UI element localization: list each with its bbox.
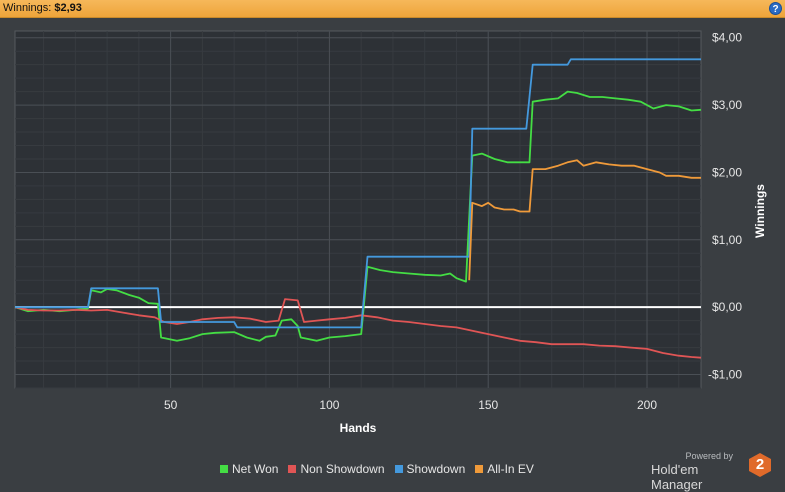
- help-icon[interactable]: ?: [769, 2, 782, 15]
- legend-swatch-icon: [220, 465, 228, 473]
- legend-item[interactable]: Non Showdown: [288, 462, 385, 476]
- x-axis-ticks: 50 100 150 200: [164, 398, 657, 412]
- legend-item[interactable]: Net Won: [220, 462, 278, 476]
- y-tick-label: $0,00: [712, 300, 742, 314]
- x-tick-label: 50: [164, 398, 178, 412]
- plot-background: [14, 30, 702, 389]
- series-layer: [14, 58, 702, 359]
- legend-label: Showdown: [406, 462, 466, 476]
- legend-swatch-icon: [394, 465, 403, 473]
- x-tick-label: 150: [478, 398, 498, 412]
- y-tick-label: -$1,00: [708, 368, 742, 382]
- brand-name: Hold'em Manager: [651, 462, 703, 492]
- x-tick-label: 200: [637, 398, 657, 412]
- x-tick-label: 100: [319, 398, 339, 412]
- hem2-logo-icon: 2: [749, 453, 771, 477]
- y-tick-label: $1,00: [712, 233, 742, 247]
- series-line-net-won: [14, 90, 702, 342]
- x-axis-label: Hands: [340, 421, 377, 435]
- series-line-all-in-ev: [468, 159, 701, 281]
- chart-legend: Net Won Non Showdown Showdown All-In EV: [220, 462, 534, 476]
- y-tick-label: $2,00: [712, 165, 742, 179]
- legend-item[interactable]: All-In EV: [475, 462, 534, 476]
- major-grid: [15, 31, 701, 388]
- legend-item[interactable]: Showdown: [394, 462, 466, 476]
- title-bar: Winnings: $2,93 ?: [0, 0, 785, 18]
- winnings-label: Winnings:: [3, 2, 52, 14]
- winnings-summary: Winnings: $2,93: [3, 2, 82, 14]
- legend-swatch-icon: [475, 465, 484, 473]
- y-tick-label: $4,00: [712, 31, 742, 45]
- branding: Powered by Hold'em Manager 2: [651, 449, 771, 492]
- winnings-value: $2,93: [54, 2, 82, 14]
- series-line-non-showdown: [14, 298, 702, 359]
- y-tick-label: $3,00: [712, 98, 742, 112]
- legend-label: Non Showdown: [300, 462, 385, 476]
- series-line-showdown: [15, 58, 701, 329]
- y-axis-label: Winnings: [753, 184, 767, 238]
- y-axis-ticks: $4,00 $3,00 $2,00 $1,00 $0,00 -$1,00: [708, 31, 742, 382]
- legend-swatch-icon: [288, 465, 297, 473]
- powered-by-text: Powered by: [685, 451, 733, 461]
- legend-label: Net Won: [232, 462, 279, 476]
- legend-label: All-In EV: [487, 462, 534, 476]
